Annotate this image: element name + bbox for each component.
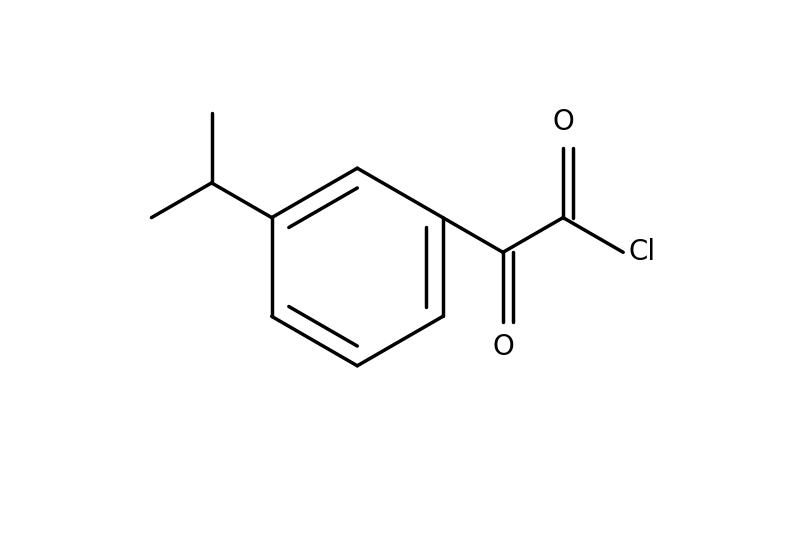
Text: O: O: [492, 333, 514, 362]
Text: Cl: Cl: [629, 238, 656, 266]
Text: O: O: [552, 108, 574, 136]
